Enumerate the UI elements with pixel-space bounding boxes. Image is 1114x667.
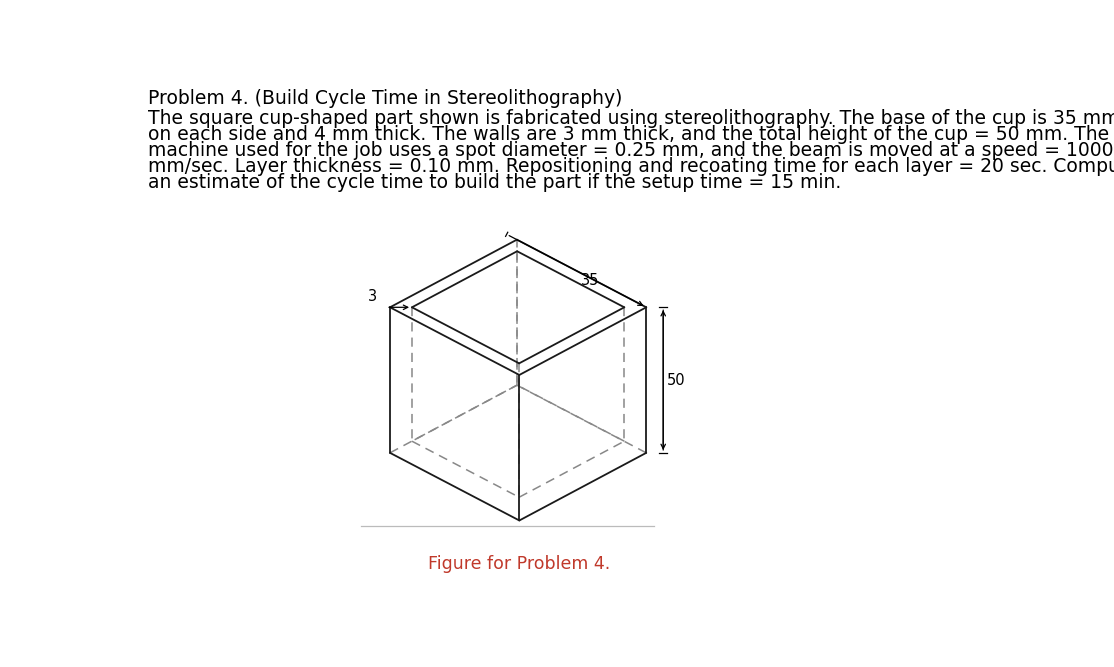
Text: machine used for the job uses a spot diameter = 0.25 mm, and the beam is moved a: machine used for the job uses a spot dia… (148, 141, 1114, 160)
Text: on each side and 4 mm thick. The walls are 3 mm thick, and the total height of t: on each side and 4 mm thick. The walls a… (148, 125, 1114, 143)
Text: The square cup-shaped part shown is fabricated using stereolithography. The base: The square cup-shaped part shown is fabr… (148, 109, 1114, 127)
Text: Problem 4. (Build Cycle Time in Stereolithography): Problem 4. (Build Cycle Time in Stereoli… (148, 89, 623, 108)
Text: 3: 3 (368, 289, 377, 304)
Text: Figure for Problem 4.: Figure for Problem 4. (428, 555, 610, 573)
Text: mm/sec. Layer thickness = 0.10 mm. Repositioning and recoating time for each lay: mm/sec. Layer thickness = 0.10 mm. Repos… (148, 157, 1114, 176)
Text: 50: 50 (667, 373, 686, 388)
Text: 35: 35 (582, 273, 599, 288)
Text: an estimate of the cycle time to build the part if the setup time = 15 min.: an estimate of the cycle time to build t… (148, 173, 841, 192)
